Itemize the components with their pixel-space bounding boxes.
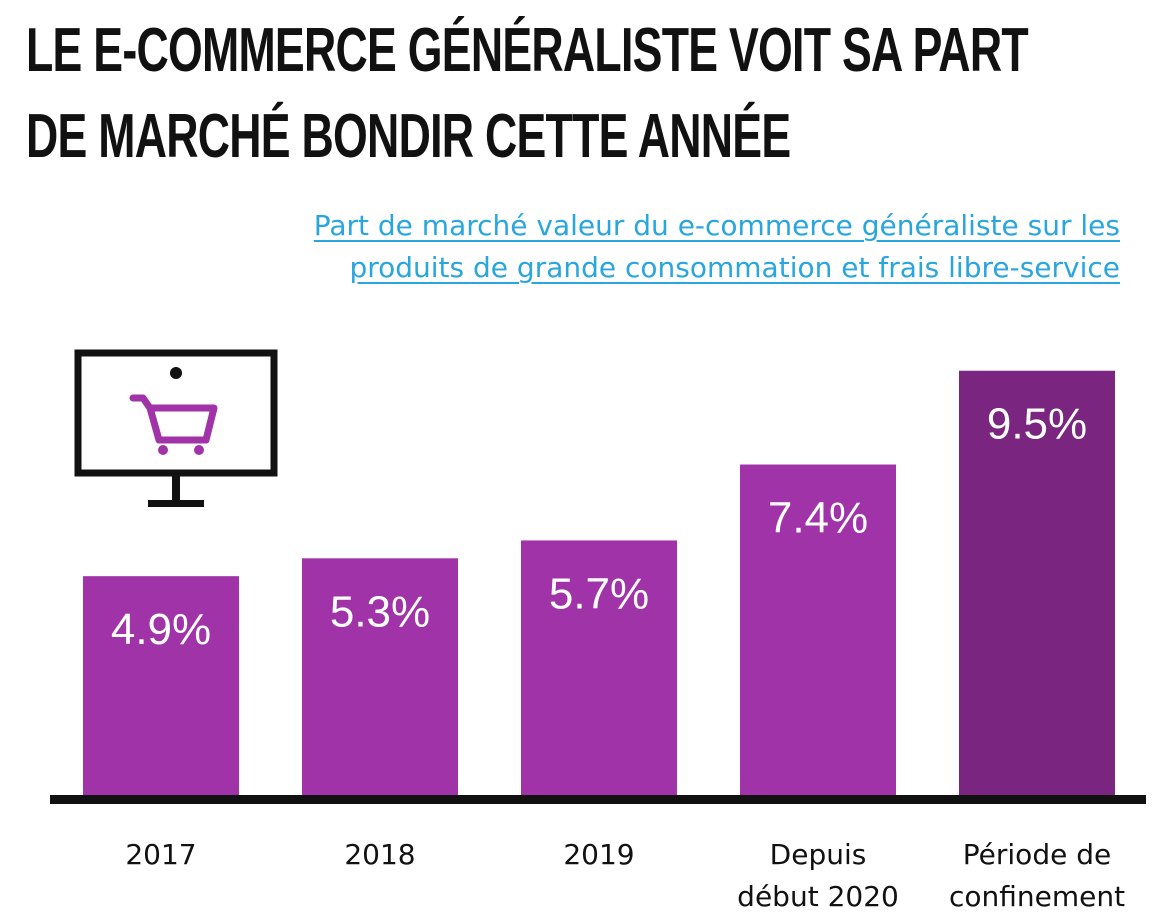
cart-wheel-left xyxy=(158,445,168,455)
computer-shopping-cart-icon xyxy=(74,349,278,507)
subtitle-line-2: produits de grande consommation et frais… xyxy=(349,251,1120,284)
monitor-camera xyxy=(170,367,182,379)
category-label: 2017 xyxy=(125,838,196,871)
bar xyxy=(740,464,896,795)
page-title: LE E-COMMERCE GÉNÉRALISTE VOIT SA PART D… xyxy=(26,8,1029,180)
cart-wheel-right xyxy=(194,445,204,455)
category-label: 2018 xyxy=(344,838,415,871)
cart-basket xyxy=(129,394,218,444)
bar xyxy=(521,540,677,795)
bar-value-label: 5.3% xyxy=(330,587,430,636)
subtitle-line-1: Part de marché valeur du e-commerce géné… xyxy=(313,209,1120,242)
chart-subtitle-link[interactable]: Part de marché valeur du e-commerce géné… xyxy=(140,205,1120,289)
title-line-1: LE E-COMMERCE GÉNÉRALISTE VOIT SA PART xyxy=(26,16,1029,85)
chart-baseline xyxy=(50,795,1146,804)
bar xyxy=(302,558,458,795)
category-label: début 2020 xyxy=(737,880,899,913)
category-label: Période de xyxy=(963,838,1111,871)
monitor-stand xyxy=(172,473,180,503)
title-line-2: DE MARCHÉ BONDIR CETTE ANNÉE xyxy=(26,102,791,171)
category-label: Depuis xyxy=(770,838,867,871)
bar-value-label: 9.5% xyxy=(987,400,1087,449)
category-label: 2019 xyxy=(563,838,634,871)
bar-value-label: 5.7% xyxy=(549,569,649,618)
bar-value-label: 4.9% xyxy=(111,605,211,654)
category-label: confinement xyxy=(949,880,1125,913)
bar xyxy=(83,576,239,795)
bar-value-label: 7.4% xyxy=(768,494,868,543)
monitor-base xyxy=(148,500,204,507)
bar xyxy=(959,370,1115,795)
